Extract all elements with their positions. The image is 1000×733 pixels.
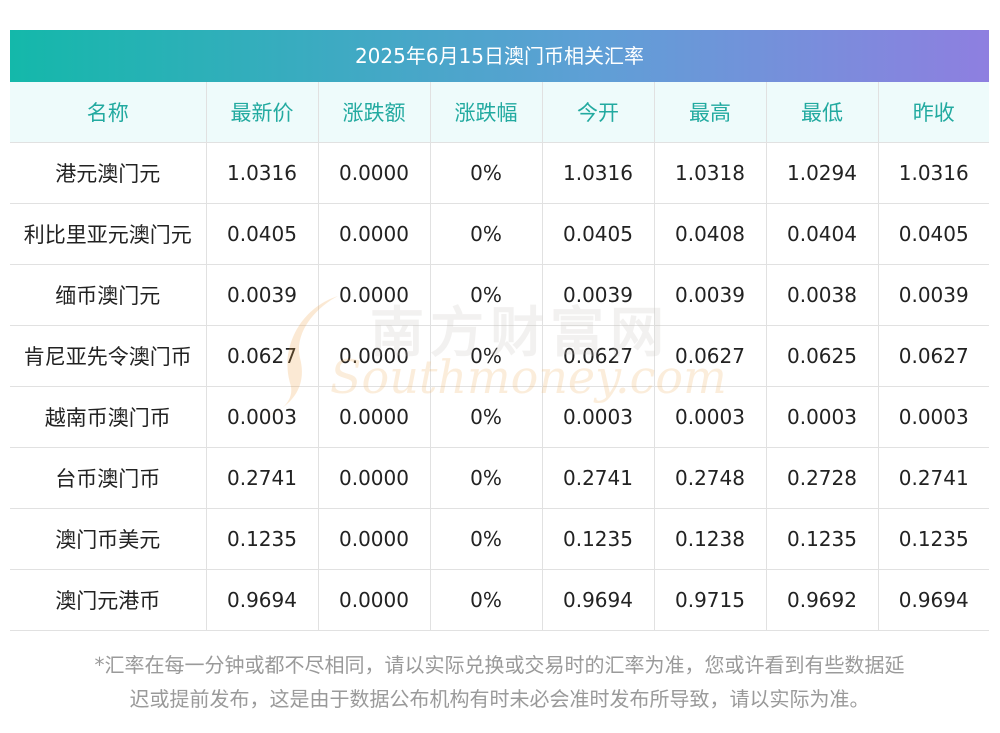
rate-cell: 0% [429,264,543,326]
rate-cell: 0.0000 [317,203,431,265]
rate-cell: 0.0003 [765,386,879,448]
rate-cell: 0.0405 [205,203,319,265]
rate-cell: 0.0003 [653,386,767,448]
table-row: 利比里亚元澳门元 0.0405 0.0000 0% 0.0405 0.0408 0.0404… [10,203,989,265]
rate-cell: 0.9715 [653,569,767,631]
rate-cell: 0.1235 [765,508,879,570]
exchange-rate-table: 名称 最新价 涨跌额 涨跌幅 今开 最高 最低 昨收 港元澳门元 1.0316 0.0000 0% 1… [10,82,989,631]
footnote-line-2: 迟或提前发布，这是由于数据公布机构有时未必会准时发布所导致，请以实际为准。 [129,687,870,711]
rate-cell: 0.0000 [317,569,431,631]
rate-cell: 0.0000 [317,142,431,204]
rate-cell: 0.0000 [317,386,431,448]
table-row: 缅币澳门元 0.0039 0.0000 0% 0.0039 0.0039 0.0038 0.0… [10,264,989,326]
footnote: *汇率在每一分钟或都不尽相同，请以实际兑换或交易时的汇率为准，您或许看到有些数据… [10,648,989,716]
column-header: 今开 [541,82,655,143]
currency-pair-name: 台币澳门币 [10,447,207,509]
column-header: 昨收 [877,82,989,143]
rate-cell: 0% [429,386,543,448]
currency-pair-name: 缅币澳门元 [10,264,207,326]
column-header: 名称 [10,82,207,143]
currency-pair-name: 港元澳门元 [10,142,207,204]
column-header: 涨跌额 [317,82,431,143]
rate-cell: 0.1238 [653,508,767,570]
rate-cell: 0% [429,569,543,631]
rate-cell: 0.1235 [877,508,989,570]
rate-cell: 0.0039 [877,264,989,326]
table-row: 越南币澳门币 0.0003 0.0000 0% 0.0003 0.0003 0.0003 0.… [10,386,989,448]
table-title: 2025年6月15日澳门币相关汇率 [10,30,989,82]
rate-cell: 0% [429,508,543,570]
header-row: 名称 最新价 涨跌额 涨跌幅 今开 最高 最低 昨收 [10,82,989,143]
table-row: 台币澳门币 0.2741 0.0000 0% 0.2741 0.2748 0.2728 0.2… [10,447,989,509]
currency-pair-name: 澳门币美元 [10,508,207,570]
rate-cell: 0% [429,447,543,509]
rate-cell: 0.0000 [317,325,431,387]
rate-cell: 0.0003 [877,386,989,448]
table-row: 澳门元港币 0.9694 0.0000 0% 0.9694 0.9715 0.9692 0.9… [10,569,989,631]
footnote-line-1: *汇率在每一分钟或都不尽相同，请以实际兑换或交易时的汇率为准，您或许看到有些数据… [94,653,905,677]
rate-cell: 0.0405 [877,203,989,265]
rate-cell: 0.0003 [205,386,319,448]
currency-pair-name: 澳门元港币 [10,569,207,631]
rate-cell: 0.0039 [205,264,319,326]
rate-cell: 0.2741 [541,447,655,509]
rate-cell: 0.0039 [541,264,655,326]
table-body: 港元澳门元 1.0316 0.0000 0% 1.0316 1.0318 1.0294 1.0… [10,142,989,631]
rate-cell: 0.0039 [653,264,767,326]
rate-cell: 0.9694 [541,569,655,631]
table-row: 肯尼亚先令澳门币 0.0627 0.0000 0% 0.0627 0.0627 0.0625… [10,325,989,387]
column-header: 最低 [765,82,879,143]
rate-cell: 0.0625 [765,325,879,387]
rate-cell: 0% [429,142,543,204]
currency-pair-name: 肯尼亚先令澳门币 [10,325,207,387]
rate-cell: 0% [429,203,543,265]
table-row: 港元澳门元 1.0316 0.0000 0% 1.0316 1.0318 1.0294 1.0… [10,142,989,204]
rate-cell: 1.0316 [541,142,655,204]
rate-cell: 0.0627 [541,325,655,387]
rate-cell: 0.2748 [653,447,767,509]
rate-cell: 0.1235 [541,508,655,570]
column-header: 涨跌幅 [429,82,543,143]
column-header: 最高 [653,82,767,143]
rate-cell: 0.9694 [877,569,989,631]
rate-cell: 1.0316 [205,142,319,204]
table-header: 名称 最新价 涨跌额 涨跌幅 今开 最高 最低 昨收 [10,82,989,143]
rate-cell: 0.9694 [205,569,319,631]
table-row: 澳门币美元 0.1235 0.0000 0% 0.1235 0.1238 0.1235 0.1… [10,508,989,570]
rate-cell: 0.0000 [317,508,431,570]
rate-cell: 0.0003 [541,386,655,448]
rate-cell: 0.1235 [205,508,319,570]
rate-cell: 0.2741 [877,447,989,509]
currency-pair-name: 利比里亚元澳门元 [10,203,207,265]
rate-cell: 0.0627 [205,325,319,387]
currency-pair-name: 越南币澳门币 [10,386,207,448]
rate-cell: 0.0000 [317,264,431,326]
rate-cell: 0.0627 [653,325,767,387]
rate-cell: 0.9692 [765,569,879,631]
rate-cell: 1.0316 [877,142,989,204]
rate-cell: 0% [429,325,543,387]
rate-cell: 0.0404 [765,203,879,265]
rate-cell: 0.0405 [541,203,655,265]
rate-cell: 1.0318 [653,142,767,204]
column-header: 最新价 [205,82,319,143]
rate-cell: 0.0408 [653,203,767,265]
rate-cell: 0.0038 [765,264,879,326]
rate-cell: 0.2741 [205,447,319,509]
rate-cell: 0.0000 [317,447,431,509]
rate-cell: 0.2728 [765,447,879,509]
rate-cell: 1.0294 [765,142,879,204]
rate-cell: 0.0627 [877,325,989,387]
